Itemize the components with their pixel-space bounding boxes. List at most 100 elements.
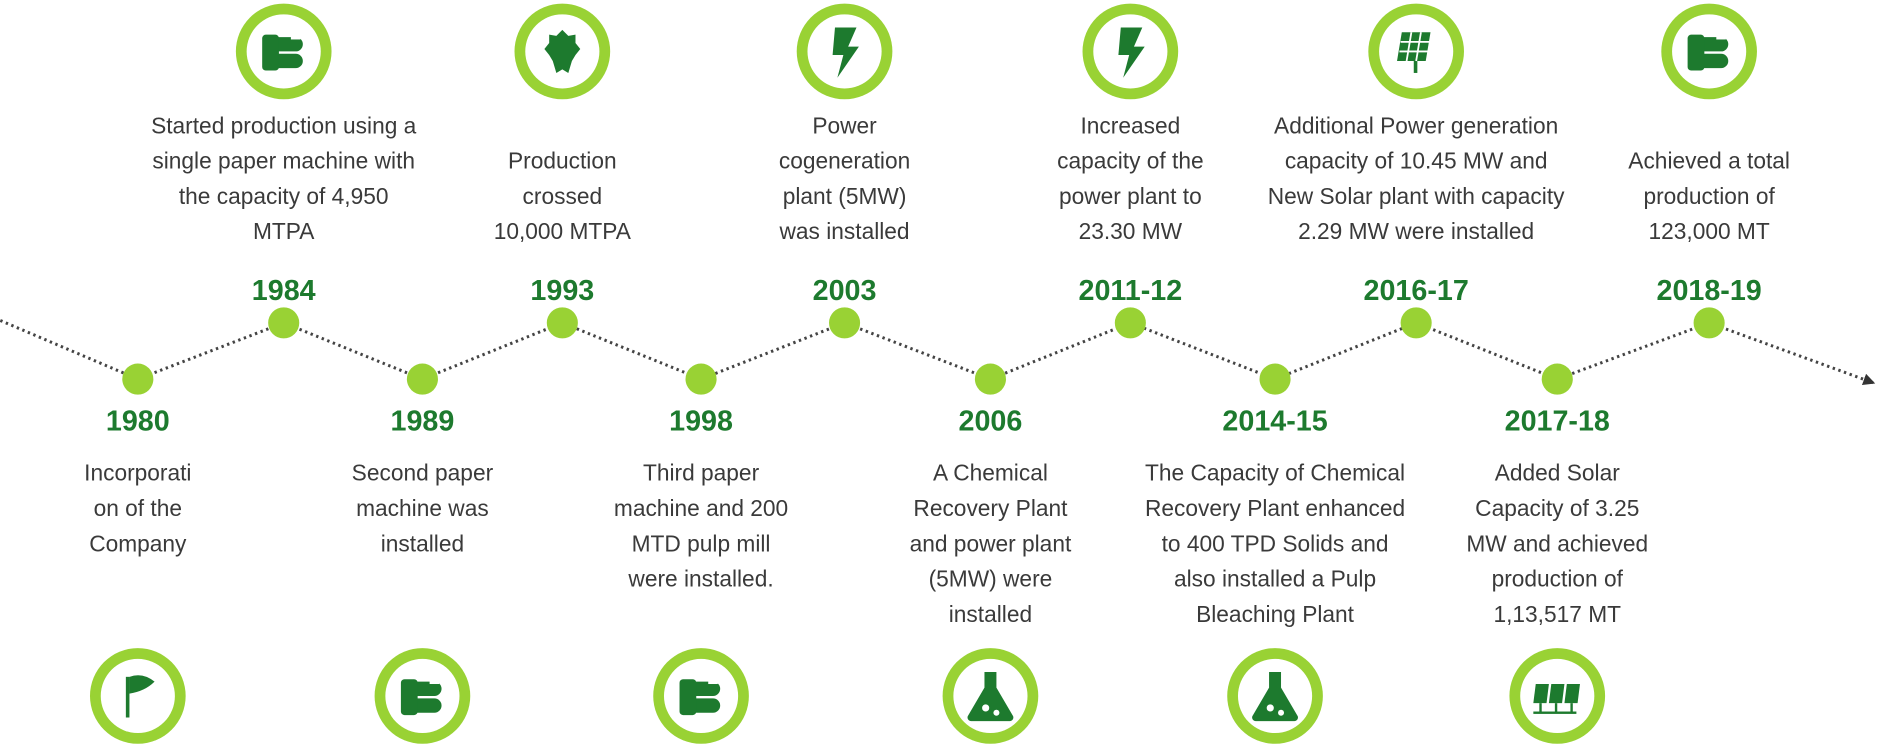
timeline-dot <box>1114 307 1146 339</box>
icon-shape <box>1278 709 1285 716</box>
event: 2011-12 Increased capacity of the power pla… <box>1057 3 1204 339</box>
icon-machine <box>1687 32 1729 71</box>
event-year: 2014-15 <box>1222 405 1327 437</box>
event: 2006 A Chemical Recovery Plant and power pl… <box>910 363 1072 744</box>
icon-solar <box>1397 32 1431 73</box>
event-description: MTD pulp mill <box>632 530 771 556</box>
timeline-dot <box>1541 363 1573 395</box>
icon-flask <box>1252 672 1298 722</box>
event-description: Recovery Plant <box>913 495 1068 521</box>
event-description: Recovery Plant enhanced <box>1145 495 1405 521</box>
timeline-dot <box>406 363 438 395</box>
icon-bolt <box>1118 27 1145 78</box>
icon-shape <box>544 29 581 73</box>
event: 2014-15 The Capacity of Chemical Recovery … <box>1145 363 1405 744</box>
event-year: 1980 <box>106 405 170 437</box>
icon-shape <box>125 676 130 718</box>
event-description: on of the <box>94 495 182 521</box>
event-description: Bleaching Plant <box>1196 601 1355 627</box>
icon-solar2 <box>1533 684 1580 714</box>
event-description: capacity of the <box>1057 148 1204 174</box>
event-description: also installed a Pulp <box>1174 566 1376 592</box>
timeline-dot <box>974 363 1006 395</box>
event-description: Production <box>508 148 617 174</box>
icon-flag <box>125 675 155 718</box>
event-description: single paper machine with <box>152 148 415 174</box>
event-description: to 400 TPD Solids and <box>1162 530 1389 556</box>
icon-shape <box>1533 684 1549 704</box>
arrow-line <box>1708 321 1876 386</box>
event-description: power plant to <box>1059 183 1202 209</box>
icon-shape <box>982 704 990 712</box>
icon-shape <box>1252 672 1298 722</box>
event-description: machine and 200 <box>614 495 788 521</box>
icon-shape <box>1687 34 1705 71</box>
event-description: and power plant <box>910 530 1072 556</box>
event-description: Company <box>89 530 187 556</box>
event-description: production of <box>1492 566 1624 592</box>
event-description: 2.29 MW were installed <box>1298 218 1534 244</box>
event-year: 1993 <box>530 275 594 307</box>
timeline-dot <box>268 307 300 339</box>
event: 1989 Second paper machine was installed <box>352 363 494 744</box>
event-description: installed <box>949 601 1032 627</box>
event-description: Capacity of 3.25 <box>1475 495 1639 521</box>
icon-grid <box>1399 32 1430 62</box>
icon-shape <box>1413 60 1418 73</box>
icon-shape <box>290 32 301 40</box>
icon-machine <box>679 676 721 716</box>
event-description: MTPA <box>253 218 315 244</box>
icon-shape <box>1539 703 1542 713</box>
icon-shape <box>1570 703 1573 713</box>
events: 1980 Incorporati on of the Company 1984 Start… <box>84 3 1790 744</box>
icon-shape <box>429 676 440 685</box>
event-description: Incorporati <box>84 460 191 486</box>
event-description: Power <box>812 112 877 138</box>
event-description: Added Solar <box>1495 460 1620 486</box>
event-description: installed <box>381 530 464 556</box>
event-description: New Solar plant with capacity <box>1268 183 1565 209</box>
event-description: was installed <box>779 218 910 244</box>
icon-shape <box>262 34 279 71</box>
timeline-dot <box>685 363 717 395</box>
event-year: 1998 <box>669 405 733 437</box>
event-description: 23.30 MW <box>1079 218 1183 244</box>
icon-bolt <box>832 27 859 78</box>
icon-shape <box>708 676 718 685</box>
event-description: Increased <box>1080 112 1180 138</box>
event-year: 2011-12 <box>1079 275 1183 307</box>
event: 2003 Power cogeneration plant (5MW) was inst… <box>779 3 910 339</box>
event-year: 1984 <box>252 275 316 307</box>
event: 2017-18 Added Solar Capacity of 3.25 MW and… <box>1466 363 1648 744</box>
icon-shape <box>1716 32 1726 40</box>
event-year: 2006 <box>959 405 1023 437</box>
timeline-dot <box>1400 307 1432 339</box>
icon-shape <box>400 679 418 716</box>
event-year: 2017-18 <box>1505 405 1610 437</box>
event-description: capacity of 10.45 MW and <box>1285 148 1548 174</box>
event: 1980 Incorporati on of the Company <box>84 363 191 744</box>
event-year: 2016-17 <box>1364 275 1469 307</box>
icon-shape <box>1118 27 1145 78</box>
icon-shape <box>129 675 155 694</box>
icon-badge <box>544 29 581 73</box>
event-description: Achieved a total <box>1628 148 1790 174</box>
event: 2018-19 Achieved a total production of 123,… <box>1628 3 1790 339</box>
icon-flask <box>967 672 1014 722</box>
event-description: (5MW) were <box>929 566 1053 592</box>
icon-shape <box>1397 32 1431 61</box>
event-description: Started production using a <box>151 112 417 138</box>
event-year: 2018-19 <box>1656 275 1761 307</box>
event-description: machine was <box>356 495 489 521</box>
event: 1993 Production crossed 10,000 MTPA <box>494 3 632 339</box>
event-description: plant (5MW) <box>783 183 907 209</box>
icon-shape <box>1266 704 1274 712</box>
event: 2016-17 Additional Power generation capaci… <box>1268 3 1565 339</box>
event-year: 1989 <box>391 405 455 437</box>
event-description: 123,000 MT <box>1649 218 1770 244</box>
icon-shape <box>1533 711 1577 714</box>
icon-shape <box>1564 684 1580 704</box>
event-description: Additional Power generation <box>1274 112 1558 138</box>
timeline-dot <box>1693 307 1725 339</box>
